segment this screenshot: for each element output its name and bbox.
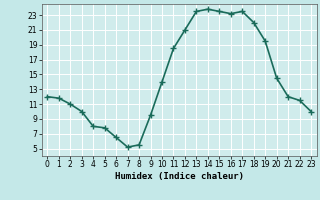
X-axis label: Humidex (Indice chaleur): Humidex (Indice chaleur) <box>115 172 244 181</box>
